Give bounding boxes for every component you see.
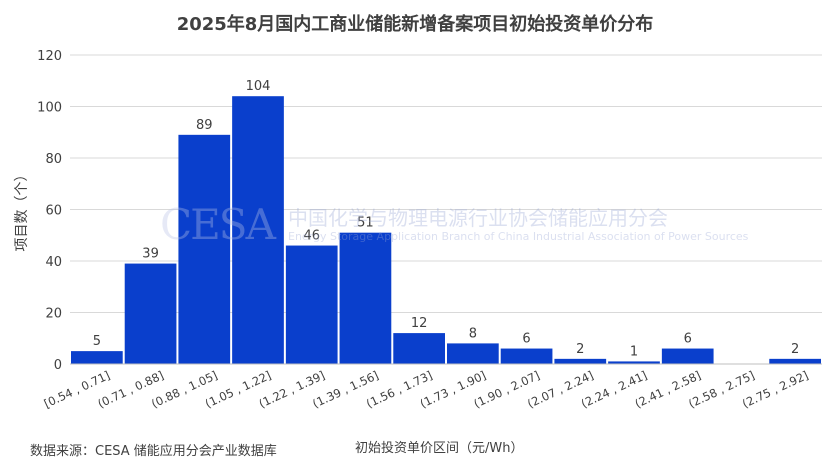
data-label: 2 [576,342,584,357]
bar [608,361,660,364]
bar [285,245,338,364]
bar [447,343,499,364]
data-labels: 5 39 89 104 46 51 12 8 6 2 1 6 2 [93,79,800,359]
bar [178,134,231,364]
watermark-chinese-text: 中国化学与物理电源行业协会储能应用分会 [288,206,668,230]
y-tick-label: 100 [37,101,62,116]
x-axis-label: 初始投资单价区间（元/Wh） [355,440,523,456]
y-axis-label: 项目数（个） [14,168,30,252]
watermark-english-text: Energy Storage Application Branch of Chi… [288,230,749,243]
bar [393,333,445,364]
data-label: 46 [303,229,320,244]
grid-lines [70,54,822,313]
data-label: 6 [522,332,530,347]
x-tick-labels: [0.54 , 0.71](0.71 , 0.88](0.88 , 1.05](… [42,368,811,411]
y-tick-label: 80 [45,152,62,167]
y-tick-label: 120 [37,49,62,64]
data-label: 8 [469,326,477,341]
data-label: 51 [357,216,374,231]
bar [500,348,553,364]
bar [769,358,821,364]
y-tick-label: 60 [45,204,62,219]
bars [71,96,821,364]
data-label: 5 [93,334,101,349]
y-tick-labels: 0 20 40 60 80 100 120 [37,49,62,373]
data-label: 6 [684,332,692,347]
y-tick-label: 0 [54,358,62,373]
data-label: 12 [411,316,428,331]
bar [71,351,123,364]
source-note: 数据来源：CESA 储能应用分会产业数据库 [30,444,277,459]
bar [339,232,392,364]
data-label: 39 [142,247,159,262]
y-tick-label: 40 [45,255,62,270]
bar [661,348,714,364]
data-label: 89 [196,118,213,133]
chart-title: 2025年8月国内工商业储能新增备案项目初始投资单价分布 [176,14,654,35]
data-label: 2 [791,342,799,357]
bar [554,358,607,364]
y-tick-label: 20 [45,307,62,322]
watermark: CESA 中国化学与物理电源行业协会储能应用分会 Energy Storage … [160,200,748,250]
bar [232,96,284,364]
bar [124,263,177,364]
data-label: 1 [630,344,638,359]
watermark-logo: CESA [160,200,276,249]
data-label: 104 [246,79,271,94]
